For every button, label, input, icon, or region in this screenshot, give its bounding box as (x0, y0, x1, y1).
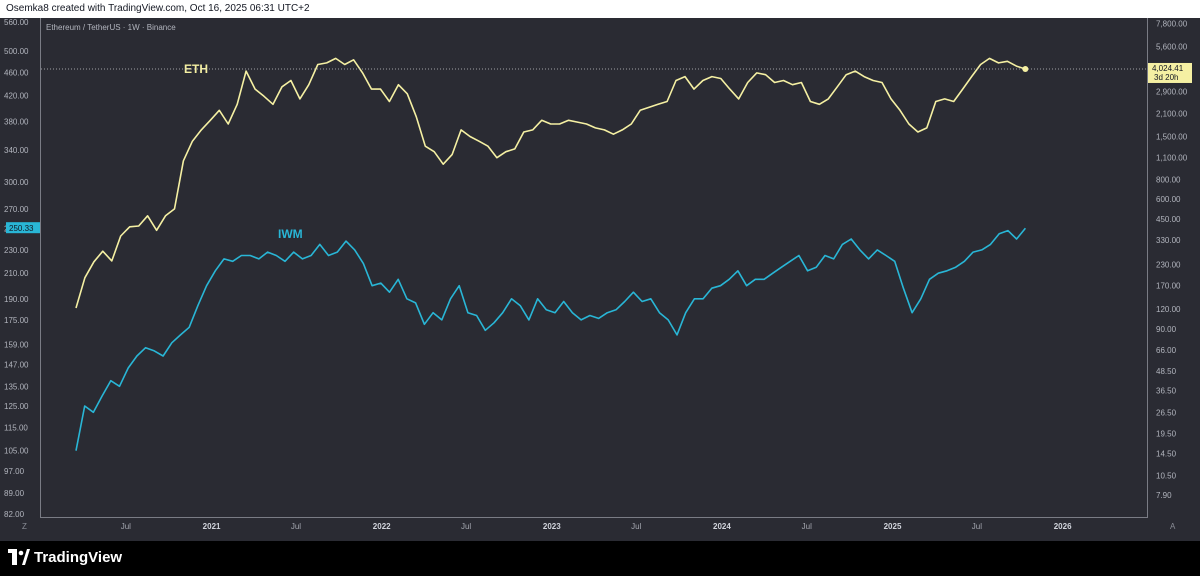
right-price-badge-countdown: 3d 20h (1154, 73, 1178, 82)
attribution-bar: Osemka8 created with TradingView.com, Oc… (0, 0, 1200, 18)
footer-bar: TradingView (0, 541, 1200, 576)
chart-title: Ethereum / TetherUS · 1W · Binance (46, 23, 176, 32)
right-tick-label: 7,800.00 (1156, 20, 1188, 29)
attribution-text: Osemka8 created with TradingView.com, Oc… (6, 3, 310, 14)
left-price-axis[interactable]: 560.00 500.00 460.00 420.00 380.00 340.00 300.… (4, 18, 29, 519)
left-tick-label: 340.00 (4, 146, 29, 155)
right-tick-label: 1,500.00 (1156, 132, 1188, 141)
right-tick-label: 2,900.00 (1156, 87, 1188, 96)
right-tick-label: 26.50 (1156, 408, 1177, 417)
time-tick-label: 2022 (373, 522, 391, 531)
right-tick-label: 2,100.00 (1156, 109, 1188, 118)
right-tick-label: 14.50 (1156, 450, 1177, 459)
right-tick-label: 330.00 (1156, 236, 1181, 245)
time-tick-label: Jul (972, 522, 982, 531)
series-label-iwm: IWM (278, 227, 303, 241)
left-tick-label: 270.00 (4, 205, 29, 214)
left-tick-label: 420.00 (4, 92, 29, 101)
time-tick-label: Jul (291, 522, 301, 531)
time-tick-label: 2023 (543, 522, 561, 531)
time-tick-label: Jul (631, 522, 641, 531)
series-line-iwm[interactable] (75, 227, 1027, 451)
corner-label-left[interactable]: Z (22, 522, 27, 531)
left-tick-label: 560.00 (4, 18, 29, 27)
left-tick-label: 115.00 (4, 423, 28, 432)
left-tick-label: 135.00 (4, 382, 29, 391)
left-tick-label: 190.00 (4, 295, 29, 304)
right-tick-label: 90.00 (1156, 325, 1177, 334)
tradingview-logo-icon[interactable] (8, 549, 30, 565)
left-tick-label: 125.00 (4, 402, 29, 411)
chart-canvas[interactable]: 560.00 500.00 460.00 420.00 380.00 340.00 300.… (0, 18, 1200, 541)
right-tick-label: 230.00 (1156, 261, 1181, 270)
left-tick-label: 147.00 (4, 361, 29, 370)
time-axis[interactable]: Jul 2021 Jul 2022 Jul 2023 Jul 2024 Jul 2025 Jul 20… (121, 522, 1072, 531)
right-tick-label: 800.00 (1156, 175, 1181, 184)
time-tick-label: 2025 (884, 522, 902, 531)
left-tick-label: 300.00 (4, 178, 29, 187)
left-tick-label: 380.00 (4, 117, 29, 126)
time-tick-label: Jul (121, 522, 131, 531)
left-price-badge[interactable] (6, 222, 40, 234)
series-label-eth: ETH (184, 62, 208, 76)
right-price-badge-value: 4,024.41 (1152, 64, 1184, 73)
left-tick-label: 460.00 (4, 68, 29, 77)
corner-label-right[interactable]: A (1170, 522, 1176, 531)
right-tick-label: 600.00 (1156, 195, 1181, 204)
right-tick-label: 5,600.00 (1156, 42, 1188, 51)
last-price-dot[interactable] (1022, 65, 1029, 72)
time-tick-label: 2024 (713, 522, 731, 531)
left-tick-label: 89.00 (4, 489, 25, 498)
right-price-axis[interactable]: 7,800.00 5,600.00 2,900.00 2,100.00 1,500.00… (1156, 20, 1188, 500)
right-price-badge[interactable] (1148, 62, 1192, 83)
left-tick-label: 82.00 (4, 510, 25, 519)
right-tick-label: 48.50 (1156, 367, 1177, 376)
chart-panel[interactable]: 560.00 500.00 460.00 420.00 380.00 340.00 300.… (0, 18, 1200, 541)
right-tick-label: 66.00 (1156, 346, 1177, 355)
left-tick-label: 210.00 (4, 269, 29, 278)
right-tick-label: 170.00 (1156, 281, 1181, 290)
right-tick-label: 10.50 (1156, 472, 1177, 481)
right-tick-label: 7.90 (1156, 491, 1172, 500)
right-tick-label: 1,100.00 (1156, 154, 1188, 163)
time-tick-label: Jul (802, 522, 812, 531)
series-line-eth[interactable] (75, 57, 1026, 309)
time-tick-label: 2026 (1054, 522, 1072, 531)
left-price-badge-value: 250.33 (9, 224, 34, 233)
left-tick-label: 97.00 (4, 467, 25, 476)
time-tick-label: 2021 (203, 522, 221, 531)
left-tick-label: 105.00 (4, 447, 29, 456)
left-tick-label: 175.00 (4, 316, 29, 325)
time-tick-label: Jul (461, 522, 471, 531)
left-tick-label: 230.00 (4, 246, 29, 255)
tradingview-brand[interactable]: TradingView (34, 549, 123, 566)
right-tick-label: 450.00 (1156, 215, 1181, 224)
right-tick-label: 36.50 (1156, 387, 1177, 396)
left-tick-label: 500.00 (4, 47, 29, 56)
left-tick-label: 159.00 (4, 340, 29, 349)
right-tick-label: 19.50 (1156, 429, 1177, 438)
right-tick-label: 120.00 (1156, 305, 1181, 314)
